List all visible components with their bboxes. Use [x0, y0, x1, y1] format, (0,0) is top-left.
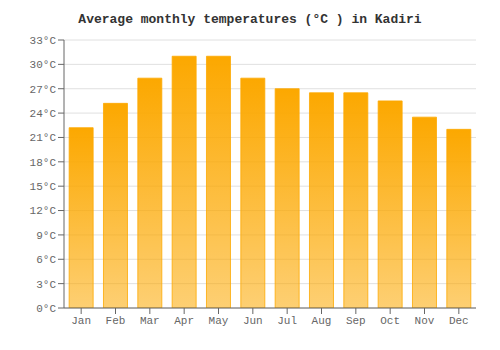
svg-text:12°C: 12°C: [30, 205, 57, 217]
svg-text:Nov: Nov: [415, 315, 435, 327]
svg-text:24°C: 24°C: [30, 108, 57, 120]
svg-text:Aug: Aug: [312, 315, 332, 327]
svg-text:Dec: Dec: [449, 315, 469, 327]
svg-text:21°C: 21°C: [30, 132, 57, 144]
svg-text:May: May: [209, 315, 229, 327]
svg-text:30°C: 30°C: [30, 59, 57, 71]
svg-text:Mar: Mar: [140, 315, 160, 327]
svg-text:Feb: Feb: [106, 315, 126, 327]
svg-text:27°C: 27°C: [30, 84, 57, 96]
svg-text:Oct: Oct: [380, 315, 400, 327]
svg-text:0°C: 0°C: [36, 303, 56, 315]
svg-text:9°C: 9°C: [36, 230, 56, 242]
svg-text:Jan: Jan: [71, 315, 91, 327]
html-text:Average monthly temperatures (: Average monthly temperatures (°C ) in Ka…: [78, 12, 422, 27]
svg-text:Jun: Jun: [243, 315, 263, 327]
svg-text:6°C: 6°C: [36, 254, 56, 266]
svg-text:18°C: 18°C: [30, 157, 57, 169]
svg-text:15°C: 15°C: [30, 181, 57, 193]
svg-text:33°C: 33°C: [30, 35, 57, 47]
svg-text:Sep: Sep: [346, 315, 366, 327]
svg-text:3°C: 3°C: [36, 279, 56, 291]
svg-text:Jul: Jul: [277, 315, 297, 327]
svg-text:Apr: Apr: [174, 315, 194, 327]
